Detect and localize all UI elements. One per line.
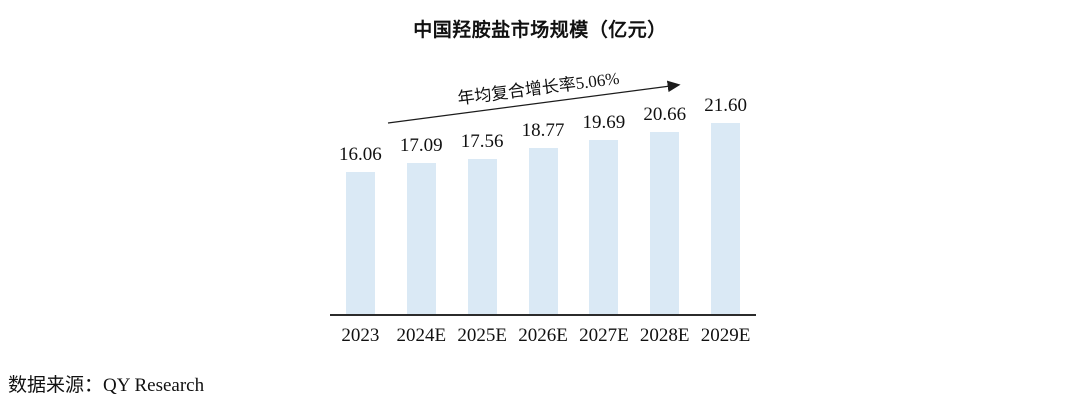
x-axis-label: 2024E — [396, 325, 447, 346]
x-axis-label: 2027E — [579, 325, 629, 346]
bar-value-label: 17.56 — [460, 131, 504, 153]
bar-group: 21.60 — [695, 86, 756, 315]
bar — [345, 172, 375, 315]
x-axis-label: 2026E — [518, 325, 568, 346]
bar-value-label: 19.69 — [582, 112, 626, 134]
bar-group: 16.06 — [330, 86, 391, 315]
bar-group: 17.56 — [452, 86, 513, 315]
bar — [467, 159, 497, 315]
x-axis-line — [330, 314, 756, 316]
bar-value-label: 21.60 — [704, 95, 747, 117]
x-axis-label: 2029E — [700, 325, 751, 346]
bar-group: 18.77 — [513, 86, 574, 315]
data-source-label: 数据来源：QY Research — [8, 375, 205, 396]
bar-group: 20.66 — [634, 86, 695, 315]
growth-arrow-icon — [387, 80, 681, 124]
chart-title: 中国羟胺盐市场规模（亿元） — [413, 20, 667, 41]
bar — [589, 140, 619, 315]
bar — [650, 131, 680, 315]
bar-value-label: 18.77 — [521, 120, 565, 142]
x-axis-label: 2025E — [457, 325, 507, 346]
bar-value-label: 17.09 — [399, 135, 443, 157]
x-axis-labels: 2023 2024E 2025E 2026E 2027E 2028E 2029E — [330, 325, 756, 348]
bar — [406, 163, 436, 315]
bar-value-label: 20.66 — [643, 103, 687, 125]
bar-group: 19.69 — [573, 86, 634, 315]
bar-value-label: 16.06 — [339, 144, 382, 166]
x-axis-label: 2028E — [639, 325, 690, 346]
bar — [711, 123, 741, 315]
plot-area: 16.06 17.09 17.56 18.77 19.69 20.66 21.60 — [330, 86, 756, 315]
bar — [528, 148, 558, 315]
bar-group: 17.09 — [391, 86, 452, 315]
x-axis-label: 2023 — [341, 325, 380, 346]
